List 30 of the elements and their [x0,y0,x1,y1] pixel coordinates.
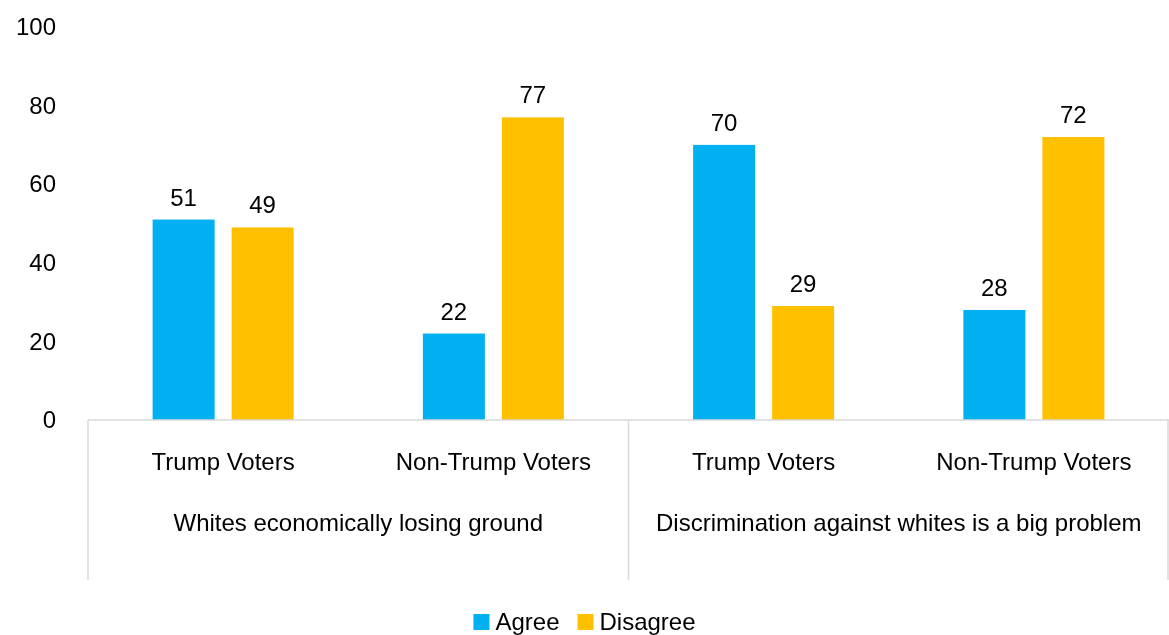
y-tick-label: 20 [29,327,56,355]
y-tick-label: 80 [29,91,56,119]
y-tick-label: 100 [15,13,56,41]
data-label: 77 [519,81,547,109]
text: Whites economically losing ground [173,509,544,536]
bar [231,227,294,420]
bar [501,117,564,420]
y-tick-label: 0 [42,406,56,434]
data-label: 22 [440,297,468,325]
x-tick-label: Non-Trump Voters [936,448,1132,475]
data-label: 28 [981,273,1008,301]
bar [152,219,215,420]
bar [963,309,1026,420]
bar [693,144,756,420]
bar [422,333,485,420]
y-tick-label: 60 [29,170,56,198]
data-label: 72 [1060,101,1087,129]
data-label: 49 [249,191,276,219]
bar [772,306,835,420]
data-label: 70 [710,108,738,136]
text: Discrimination against whites is a big problem [655,509,1142,536]
data-label: 29 [789,270,817,298]
legend-label: Disagree [599,608,696,635]
data-label: 51 [170,183,197,211]
legend-label: Agree [495,608,560,635]
x-tick-label: Trump Voters [151,448,295,475]
y-tick-label: 40 [29,248,56,276]
bar [1042,137,1105,420]
x-tick-label: Trump Voters [692,448,836,475]
x-tick-label: Non-Trump Voters [395,448,591,475]
